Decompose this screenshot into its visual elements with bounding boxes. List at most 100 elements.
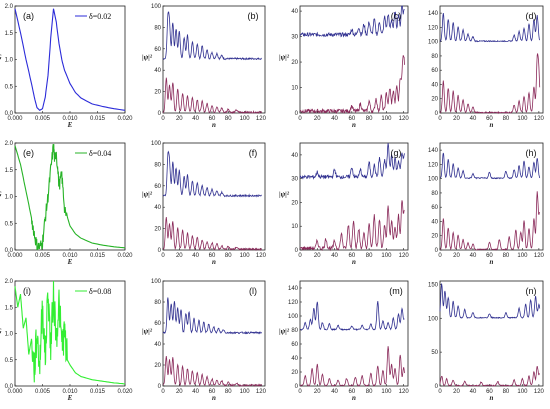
x-tick-label: 0.020 (117, 253, 133, 259)
y-tick-label: 0 (158, 111, 162, 117)
x-tick-label: 0.000 (7, 116, 23, 122)
y-tick-label: 1.0 (5, 195, 14, 201)
x-tick-label: 120 (399, 116, 410, 122)
x-tick-label: 60 (486, 253, 493, 259)
x-tick-label: 120 (534, 116, 545, 122)
y-tick-label: 100 (428, 177, 439, 183)
x-tick-label: 60 (209, 389, 216, 395)
x-tick-label: 120 (399, 389, 410, 395)
panel-label: (g) (391, 148, 402, 158)
series-line-g (14, 280, 126, 385)
x-tick-label: 0.010 (62, 116, 78, 122)
x-tick-label: 100 (517, 253, 528, 259)
y-axis-label: G (0, 54, 2, 62)
y-tick-label: 80 (154, 25, 161, 31)
y-axis-label: G (0, 328, 2, 336)
x-tick-label: 100 (517, 389, 528, 395)
x-tick-label: 40 (331, 116, 338, 122)
x-tick-label: 60 (348, 116, 355, 122)
x-tick-label: 0 (161, 253, 165, 259)
x-tick-label: 0.015 (90, 253, 106, 259)
x-tick-label: 80 (503, 389, 510, 395)
y-tick-label: 50 (431, 350, 438, 356)
series-line-lower (299, 55, 405, 115)
plot-frame (299, 5, 409, 114)
y-tick-label: 0 (295, 248, 299, 254)
x-tick-label: 0 (298, 389, 302, 395)
x-tick-label: 0.010 (62, 253, 78, 259)
series-line-upper (299, 143, 405, 180)
y-tick-label: 40 (291, 153, 298, 159)
x-axis-label: n (212, 258, 216, 266)
x-axis-label: E (67, 258, 73, 266)
y-tick-label: 2.0 (5, 279, 14, 285)
plot-frame (162, 280, 266, 387)
y-tick-label: 0 (435, 248, 439, 254)
x-tick-label: 0 (161, 389, 165, 395)
x-tick-label: 80 (503, 253, 510, 259)
y-tick-label: 60 (154, 47, 161, 53)
x-tick-label: 0.005 (35, 253, 51, 259)
x-axis-label: E (67, 394, 73, 402)
y-tick-label: 20 (431, 234, 438, 240)
x-tick-label: 120 (256, 116, 267, 122)
y-tick-label: 0.5 (5, 358, 14, 364)
y-axis-label: |ψ|² (279, 191, 290, 199)
y-tick-label: 0.0 (5, 111, 14, 117)
series-line-upper (162, 150, 262, 198)
y-tick-label: 60 (154, 321, 161, 327)
x-axis-label: n (490, 394, 494, 402)
y-tick-label: 100 (428, 316, 439, 322)
x-tick-label: 40 (192, 116, 199, 122)
x-tick-label: 20 (314, 253, 321, 259)
series-line-upper (299, 5, 405, 38)
x-tick-label: 40 (470, 116, 477, 122)
y-tick-label: 80 (431, 191, 438, 197)
x-tick-label: 120 (399, 253, 410, 259)
series-line-upper (439, 152, 541, 180)
x-tick-label: 40 (470, 253, 477, 259)
x-tick-label: 100 (517, 116, 528, 122)
plot-frame (14, 280, 126, 387)
x-axis-label: n (490, 121, 494, 129)
x-tick-label: 60 (348, 389, 355, 395)
x-tick-label: 0 (438, 116, 442, 122)
x-tick-label: 80 (225, 253, 232, 259)
y-tick-label: 0.0 (5, 248, 14, 254)
y-tick-label: 1.0 (5, 58, 14, 64)
x-tick-label: 100 (240, 116, 251, 122)
x-tick-label: 0.010 (62, 389, 78, 395)
x-tick-label: 20 (176, 116, 183, 122)
x-tick-label: 20 (176, 389, 183, 395)
y-tick-label: 40 (154, 205, 161, 211)
y-tick-label: 40 (154, 68, 161, 74)
y-tick-label: 40 (431, 82, 438, 88)
x-axis-label: n (352, 394, 356, 402)
x-tick-label: 60 (348, 253, 355, 259)
y-tick-label: 20 (291, 370, 298, 376)
y-tick-label: 0 (295, 384, 299, 390)
y-tick-label: 150 (428, 282, 439, 288)
x-tick-label: 20 (453, 253, 460, 259)
series-line-upper (299, 300, 405, 331)
x-tick-label: 20 (453, 389, 460, 395)
x-tick-label: 100 (381, 116, 392, 122)
y-tick-label: 2.0 (5, 4, 14, 10)
y-tick-label: 2.0 (5, 141, 14, 147)
y-tick-label: 0 (158, 248, 162, 254)
y-tick-label: 10 (291, 224, 298, 230)
x-tick-label: 100 (381, 389, 392, 395)
y-tick-label: 80 (431, 54, 438, 60)
x-axis-label: n (352, 121, 356, 129)
y-tick-label: 0.0 (5, 384, 14, 390)
y-tick-label: 100 (288, 314, 299, 320)
x-tick-label: 40 (470, 389, 477, 395)
y-tick-label: 60 (154, 184, 161, 190)
panel-label: (m) (389, 286, 403, 296)
x-tick-label: 0.015 (90, 116, 106, 122)
x-tick-label: 0.000 (7, 253, 23, 259)
x-tick-label: 100 (240, 389, 251, 395)
y-tick-label: 20 (154, 227, 161, 233)
x-tick-label: 80 (225, 389, 232, 395)
y-tick-label: 20 (154, 363, 161, 369)
